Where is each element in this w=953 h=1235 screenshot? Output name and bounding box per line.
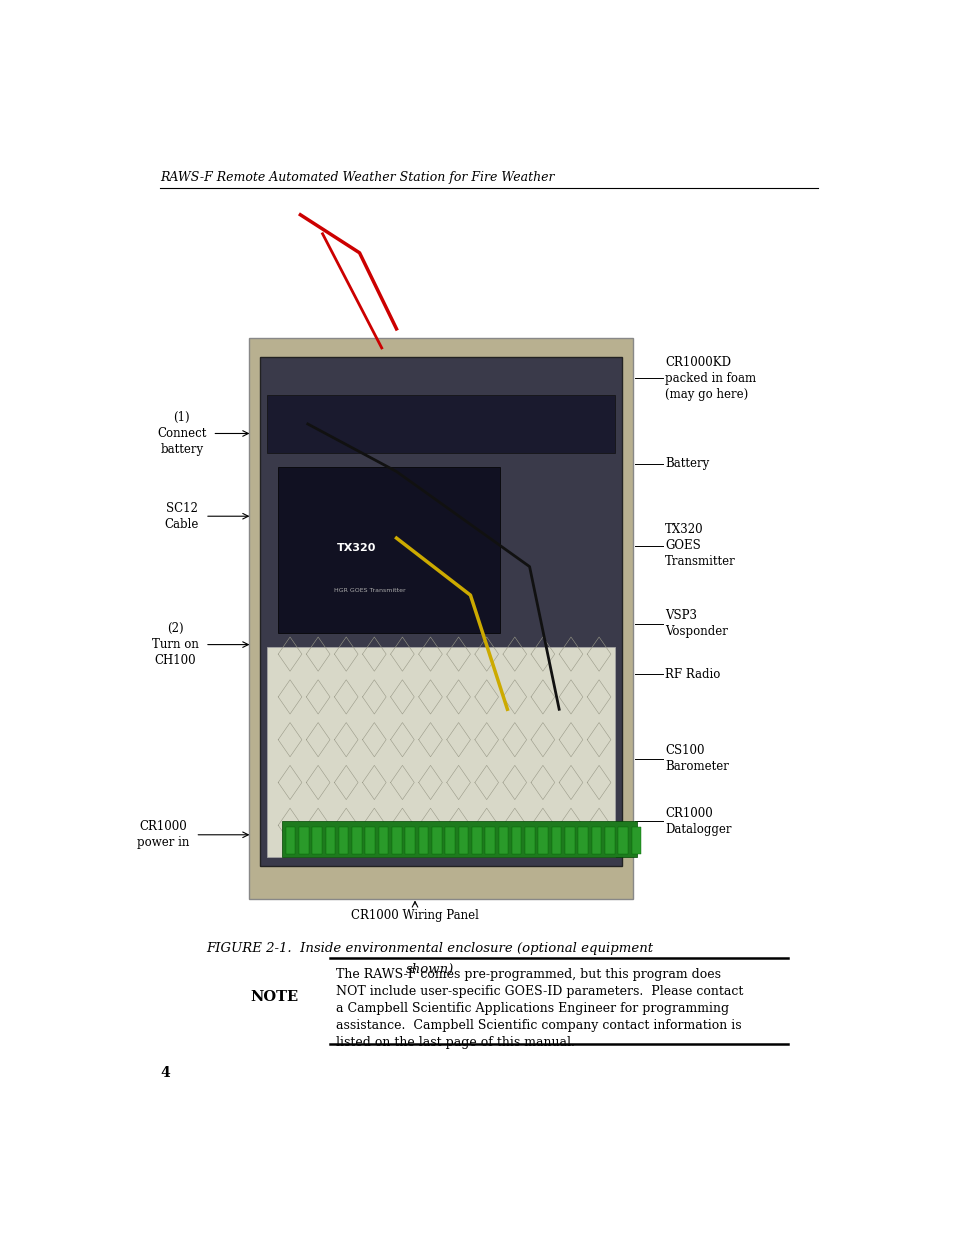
Bar (432, 827, 441, 853)
Bar (298, 827, 308, 853)
Bar (278, 467, 499, 634)
Bar (472, 827, 481, 853)
Text: (2)
Turn on
CH100: (2) Turn on CH100 (152, 622, 199, 667)
Bar (578, 827, 587, 853)
Bar (512, 827, 521, 853)
Text: CS100
Barometer: CS100 Barometer (664, 745, 728, 773)
Text: NOT include user-specific GOES-ID parameters.  Please contact: NOT include user-specific GOES-ID parame… (335, 986, 742, 998)
Bar (267, 395, 614, 452)
Text: RAWS-F Remote Automated Weather Station for Fire Weather: RAWS-F Remote Automated Weather Station … (160, 172, 554, 184)
Bar (325, 827, 335, 853)
Bar (631, 827, 640, 853)
Bar (378, 827, 388, 853)
Text: RF Radio: RF Radio (664, 668, 720, 680)
Bar (524, 827, 535, 853)
Text: The RAWS-F comes pre-programmed, but this program does: The RAWS-F comes pre-programmed, but thi… (335, 968, 720, 981)
Bar (445, 827, 455, 853)
Bar (312, 827, 321, 853)
Bar (392, 827, 401, 853)
Bar (249, 338, 633, 899)
Text: HGR GOES Transmitter: HGR GOES Transmitter (334, 588, 405, 593)
Bar (551, 827, 560, 853)
Bar (281, 820, 636, 857)
Bar (485, 827, 495, 853)
Bar (591, 827, 600, 853)
Text: NOTE: NOTE (251, 990, 298, 1004)
Text: assistance.  Campbell Scientific company contact information is: assistance. Campbell Scientific company … (335, 1019, 740, 1032)
Bar (498, 827, 508, 853)
Bar (259, 357, 621, 866)
Bar (418, 827, 428, 853)
Text: CR1000
Datalogger: CR1000 Datalogger (664, 806, 731, 836)
Text: SC12
Cable: SC12 Cable (165, 501, 199, 531)
Bar (365, 827, 375, 853)
Text: FIGURE 2-1.  Inside environmental enclosure (optional equipment: FIGURE 2-1. Inside environmental enclosu… (206, 942, 653, 955)
Text: VSP3
Vosponder: VSP3 Vosponder (664, 609, 727, 638)
Text: CR1000
power in: CR1000 power in (137, 820, 190, 850)
Bar (352, 827, 361, 853)
Text: CR1000 Wiring Panel: CR1000 Wiring Panel (351, 909, 478, 923)
Bar (618, 827, 627, 853)
Bar (405, 827, 415, 853)
Bar (285, 827, 294, 853)
Bar (338, 827, 348, 853)
Text: TX320: TX320 (337, 542, 376, 552)
Text: a Campbell Scientific Applications Engineer for programming: a Campbell Scientific Applications Engin… (335, 1002, 728, 1015)
Text: (1)
Connect
battery: (1) Connect battery (157, 411, 206, 456)
Text: 4: 4 (160, 1066, 170, 1081)
Text: shown): shown) (405, 963, 454, 976)
Bar (458, 827, 468, 853)
Bar (604, 827, 614, 853)
Text: CR1000KD
packed in foam
(may go here): CR1000KD packed in foam (may go here) (664, 356, 755, 401)
Bar (537, 827, 547, 853)
Text: TX320
GOES
Transmitter: TX320 GOES Transmitter (664, 524, 735, 568)
Bar (267, 647, 614, 857)
Text: listed on the last page of this manual.: listed on the last page of this manual. (335, 1036, 574, 1050)
Text: Battery: Battery (664, 457, 708, 471)
Bar (564, 827, 574, 853)
